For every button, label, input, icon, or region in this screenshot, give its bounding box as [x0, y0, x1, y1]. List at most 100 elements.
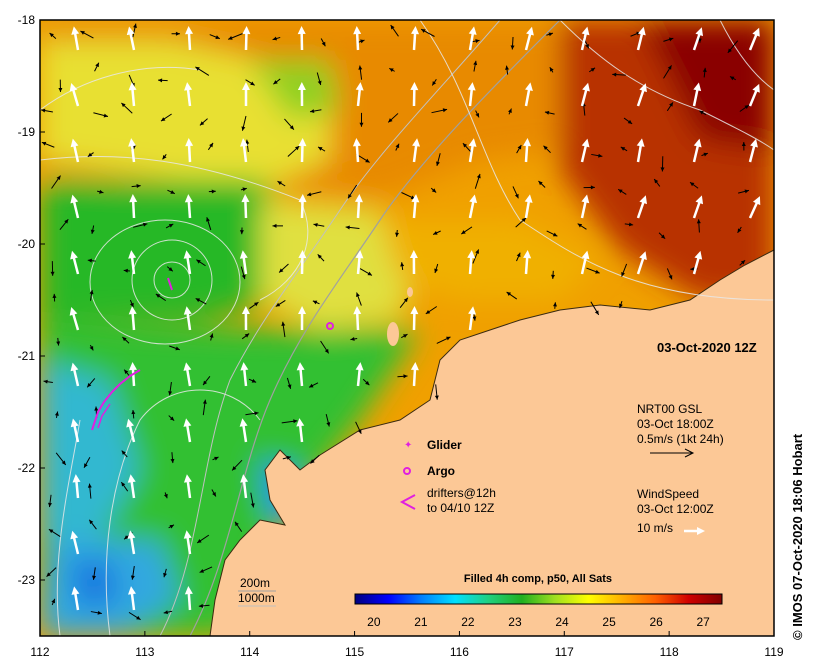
- wind-vector: [354, 194, 363, 219]
- y-tick-label: -18: [18, 13, 36, 27]
- current-vector: [240, 187, 247, 192]
- current-vector: [202, 376, 211, 386]
- wind-vector: [71, 26, 80, 51]
- current-vector: [208, 189, 216, 194]
- current-vector: [209, 34, 221, 40]
- current-vector: [163, 568, 167, 578]
- drifters-legend-label: drifters@12h: [427, 486, 496, 500]
- wind-vector: [183, 530, 192, 555]
- wind-vector: [126, 26, 136, 51]
- wind-vector: [467, 250, 476, 275]
- current-vector: [89, 344, 94, 351]
- argo-float: [326, 322, 334, 330]
- current-vector: [699, 110, 707, 116]
- wind-vector: [69, 306, 80, 331]
- current-vector: [355, 421, 362, 435]
- current-vector: [287, 145, 300, 157]
- current-vector: [621, 263, 628, 277]
- current-vector: [231, 459, 243, 471]
- copyright-icon: ©: [790, 630, 805, 640]
- current-vector: [155, 293, 166, 302]
- wind-vector: [410, 362, 419, 387]
- wind-vector: [409, 250, 418, 275]
- current-vector: [48, 528, 61, 537]
- plot-frame: [39, 19, 775, 637]
- current-vector: [512, 186, 519, 199]
- current-vector: [52, 293, 57, 302]
- current-vector: [278, 263, 289, 273]
- current-vector: [308, 382, 319, 388]
- current-vector: [58, 79, 63, 93]
- current-vector: [245, 139, 250, 152]
- current-vector: [583, 185, 595, 190]
- wind-vector: [580, 138, 590, 163]
- current-vector: [168, 524, 175, 529]
- wind-vector: [242, 82, 251, 107]
- current-vector: [80, 30, 94, 39]
- date-label: 03-Oct-2020 12Z: [657, 340, 757, 355]
- current-vector: [131, 409, 136, 419]
- wind-vector: [126, 418, 136, 443]
- current-vector: [207, 142, 214, 151]
- wind-vector: [129, 362, 137, 387]
- wind-vector: [692, 82, 702, 107]
- current-vector: [399, 297, 409, 309]
- current-vector: [212, 456, 219, 461]
- x-tick-label: 115: [345, 645, 364, 659]
- current-vector: [120, 481, 129, 492]
- wind-vector: [692, 195, 704, 219]
- current-vector: [196, 534, 210, 544]
- wind-vector: [692, 138, 702, 163]
- wind-vector: [296, 418, 305, 443]
- sst-field: [40, 20, 774, 636]
- current-vector: [435, 153, 441, 166]
- isobath-1000m-label: 1000m: [238, 591, 275, 605]
- current-vector: [166, 266, 174, 272]
- current-vector: [309, 109, 322, 114]
- current-vector: [162, 153, 167, 160]
- wind-vector: [70, 362, 80, 387]
- wind-vector: [185, 26, 194, 51]
- current-vector: [538, 180, 546, 188]
- wind-vector: [524, 194, 533, 219]
- current-vector: [228, 33, 243, 40]
- current-vector: [209, 333, 214, 341]
- current-vector: [83, 457, 91, 469]
- wind-vector: [468, 306, 477, 331]
- current-vector: [41, 141, 55, 148]
- y-tick-label: -21: [18, 349, 36, 363]
- current-vector: [320, 340, 330, 354]
- wind-vector: [636, 251, 647, 275]
- current-vector: [546, 230, 558, 237]
- isobath-200m-label: 200m: [240, 576, 270, 590]
- wind-vector: [355, 250, 364, 275]
- current-vector: [359, 112, 364, 127]
- x-tick-label: 117: [555, 645, 574, 659]
- drifter-track: [97, 403, 111, 429]
- current-vector: [345, 225, 360, 230]
- current-vector: [50, 261, 55, 276]
- wind-vector: [580, 194, 590, 219]
- current-vector: [87, 152, 94, 158]
- wind-vector: [296, 362, 305, 387]
- current-vector: [170, 452, 175, 464]
- current-vector: [701, 152, 709, 157]
- current-vector: [284, 118, 295, 130]
- current-vector: [508, 108, 512, 115]
- argo-marker: [403, 467, 411, 475]
- current-vector: [90, 225, 95, 235]
- current-vector: [286, 377, 292, 389]
- y-tick-label: -22: [18, 461, 36, 475]
- y-tick-label: -20: [18, 237, 36, 251]
- current-vector: [277, 180, 286, 187]
- current-vector: [739, 259, 746, 266]
- current-vector: [549, 66, 554, 73]
- current-vector: [241, 115, 247, 131]
- current-vector: [168, 415, 175, 421]
- current-vector: [653, 178, 661, 187]
- current-vector: [163, 610, 173, 615]
- sea-level-contours: [40, 20, 774, 636]
- wind-vector: [129, 194, 138, 219]
- wind-vector: [411, 194, 420, 219]
- wind-vector: [524, 82, 533, 107]
